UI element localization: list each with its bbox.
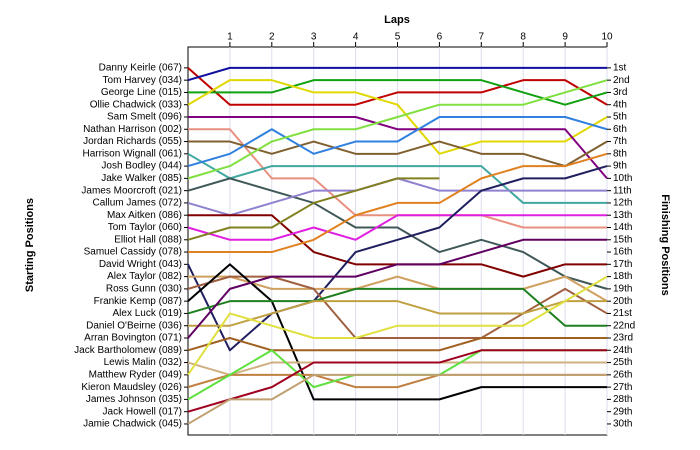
y2-tick-label: 7th bbox=[613, 136, 627, 147]
x-axis-label: Laps bbox=[384, 14, 410, 26]
y-tick-label: Kieron Maudsley (026) bbox=[81, 382, 182, 393]
series-line bbox=[188, 275, 608, 303]
y-tick-label: Matthew Ryder (049) bbox=[89, 369, 182, 380]
y2-tick-label: 28th bbox=[613, 394, 632, 405]
y2-tick-label: 10th bbox=[613, 173, 632, 184]
x-tick-label: 3 bbox=[311, 32, 317, 43]
series-line bbox=[187, 287, 607, 327]
y2-tick-label: 22nd bbox=[613, 320, 635, 331]
series-line bbox=[187, 66, 607, 82]
series-line bbox=[187, 67, 608, 106]
y-tick-label: Samuel Cassidy (078) bbox=[84, 247, 182, 258]
series-line bbox=[187, 337, 607, 352]
y2-tick-label: 19th bbox=[613, 284, 632, 295]
y-tick-label: Callum James (072) bbox=[93, 198, 182, 209]
y2-tick-label: 30th bbox=[613, 419, 632, 430]
series-line bbox=[187, 349, 607, 413]
x-tick-label: 1 bbox=[227, 32, 233, 43]
series-line bbox=[187, 263, 607, 401]
series-line bbox=[187, 177, 440, 241]
y-tick-label: Tom Taylor (060) bbox=[108, 222, 182, 233]
y-tick-label: Jack Bartholomew (089) bbox=[74, 345, 182, 356]
series-line bbox=[188, 79, 608, 106]
series-line bbox=[187, 214, 607, 241]
series-line bbox=[187, 165, 608, 352]
y2-tick-label: 6th bbox=[613, 124, 627, 135]
x-tick-label: 6 bbox=[437, 32, 443, 43]
x-tick-label: 7 bbox=[479, 32, 485, 43]
y-tick-label: Danny Keirle (067) bbox=[99, 63, 182, 74]
y-tick-label: Ross Gunn (030) bbox=[106, 284, 182, 295]
y2-tick-label: 11th bbox=[613, 185, 632, 196]
y2-tick-label: 15th bbox=[613, 234, 632, 245]
series-line bbox=[187, 238, 607, 339]
y-tick-label: Alex Taylor (082) bbox=[107, 271, 182, 282]
y-tick-label: Lewis Malin (032) bbox=[104, 357, 182, 368]
y2-axis-label: Finishing Positions bbox=[659, 194, 671, 295]
y2-tick-label: 24th bbox=[613, 345, 632, 356]
y2-tick-label: 9th bbox=[613, 161, 627, 172]
y2-tick-label: 13th bbox=[613, 210, 632, 221]
y-tick-label: Alex Luck (019) bbox=[113, 308, 182, 319]
y-tick-label: George Line (015) bbox=[101, 87, 182, 98]
series-line bbox=[188, 152, 608, 254]
y2-tick-label: 23rd bbox=[613, 333, 633, 344]
y-tick-label: James Moorcroft (021) bbox=[81, 185, 182, 196]
y2-tick-label: 8th bbox=[613, 148, 627, 159]
y-tick-label: James Johnson (035) bbox=[86, 394, 182, 405]
y-tick-label: Jack Howell (017) bbox=[103, 406, 182, 417]
y2-tick-label: 21st bbox=[613, 308, 632, 319]
series-line bbox=[187, 79, 608, 180]
x-tick-label: 5 bbox=[395, 32, 401, 43]
y-tick-label: Jamie Chadwick (045) bbox=[83, 419, 182, 430]
y2-tick-label: 3rd bbox=[613, 87, 627, 98]
y-tick-label: Tom Harvey (034) bbox=[103, 75, 182, 86]
y-tick-label: Max Aitken (086) bbox=[107, 210, 182, 221]
y2-tick-label: 27th bbox=[613, 382, 632, 393]
y2-tick-label: 25th bbox=[613, 357, 632, 368]
x-tick-label: 10 bbox=[601, 32, 613, 43]
series-line bbox=[188, 115, 608, 180]
y-axis-label: Starting Positions bbox=[24, 198, 36, 292]
y2-tick-label: 18th bbox=[613, 271, 632, 282]
y2-tick-label: 5th bbox=[613, 112, 627, 123]
y2-tick-label: 12th bbox=[613, 198, 632, 209]
y-tick-label: Nathan Harrison (002) bbox=[83, 124, 182, 135]
y2-tick-label: 17th bbox=[613, 259, 632, 270]
y-tick-label: Ollie Chadwick (033) bbox=[90, 99, 182, 110]
series-line bbox=[187, 177, 608, 290]
y-tick-label: David Wright (043) bbox=[99, 259, 182, 270]
x-tick-label: 8 bbox=[520, 32, 526, 43]
y-tick-label: Frankie Kemp (087) bbox=[94, 296, 182, 307]
y2-tick-label: 1st bbox=[613, 63, 627, 74]
y-tick-label: Harrison Wignall (061) bbox=[83, 148, 182, 159]
series-line bbox=[188, 300, 607, 327]
y2-tick-label: 14th bbox=[613, 222, 632, 233]
y2-tick-label: 29th bbox=[613, 406, 632, 417]
y2-tick-label: 16th bbox=[613, 247, 632, 258]
series-line bbox=[187, 373, 607, 425]
y-tick-label: Elliot Hall (088) bbox=[114, 234, 182, 245]
y-tick-label: Arran Bovington (071) bbox=[84, 333, 182, 344]
y2-tick-label: 26th bbox=[613, 369, 632, 380]
y-tick-label: Jake Walker (085) bbox=[101, 173, 182, 184]
y-tick-label: Sam Smelt (096) bbox=[107, 112, 182, 123]
series-line bbox=[187, 275, 608, 376]
y2-tick-label: 2nd bbox=[613, 75, 630, 86]
y-tick-label: Josh Bodley (044) bbox=[101, 161, 182, 172]
y2-tick-label: 20th bbox=[613, 296, 632, 307]
series-line bbox=[187, 79, 608, 155]
series-line bbox=[187, 152, 607, 204]
x-tick-label: 4 bbox=[353, 32, 359, 43]
x-tick-label: 9 bbox=[562, 32, 568, 43]
series-line bbox=[187, 275, 608, 339]
x-tick-label: 2 bbox=[269, 32, 275, 43]
y2-tick-label: 4th bbox=[613, 99, 627, 110]
y-tick-label: Jordan Richards (055) bbox=[83, 136, 182, 147]
y-tick-label: Daniel O'Beirne (036) bbox=[86, 320, 182, 331]
series-line bbox=[187, 115, 608, 168]
